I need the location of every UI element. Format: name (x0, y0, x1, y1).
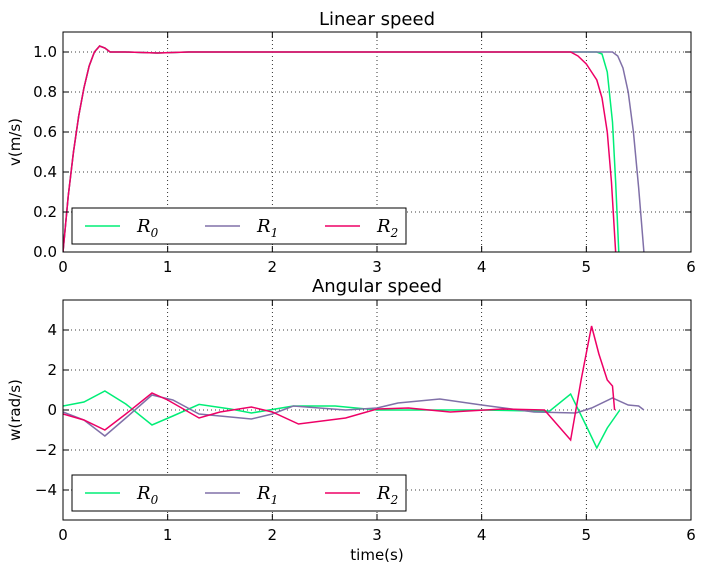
tick-labels: 0 1 2 3 4 5 6 −4 −2 0 2 4 (35, 300, 696, 544)
panel-linear-speed: Linear speed v(m/s) 0 1 2 3 4 5 6 0.0 0.2 0.4 0.6 0… (6, 9, 696, 276)
legend-label-name: R (256, 216, 271, 237)
x-tick-label: 4 (477, 258, 487, 276)
legend-label-name: R (136, 483, 151, 504)
x-tick-label: 5 (582, 526, 592, 544)
x-tick-label: 6 (686, 258, 696, 276)
panel-angular-speed: Angular speed w(rad/s) time(s) 0 1 2 3 4 5 6 −4… (6, 276, 696, 564)
legend-label-sub: 0 (151, 226, 159, 240)
legend: R0 R1 R2 (71, 207, 407, 245)
series-line-r1 (63, 394, 645, 437)
legend-label: R2 (376, 483, 398, 507)
legend-label-name: R (376, 483, 391, 504)
legend-label-sub: 2 (390, 493, 399, 507)
x-tick-label: 3 (372, 526, 382, 544)
series-line-r0 (63, 390, 621, 450)
x-tick-label: 6 (686, 526, 696, 544)
y-axis-label: v(m/s) (6, 118, 24, 166)
x-tick-label: 0 (58, 258, 68, 276)
y-tick-label: −4 (35, 481, 57, 499)
y-tick-label: −2 (35, 441, 57, 459)
legend-label-sub: 2 (390, 226, 399, 240)
y-tick-label: 0.6 (33, 123, 57, 141)
y-tick-label: 4 (47, 321, 57, 339)
legend: R0 R1 R2 (71, 474, 407, 512)
x-tick-label: 3 (372, 258, 382, 276)
plot-frame (62, 299, 692, 521)
series-layer (63, 45, 645, 252)
legend-label-name: R (136, 216, 151, 237)
plot-frame (62, 31, 692, 253)
x-tick-label: 0 (58, 526, 68, 544)
series-line-r2 (63, 45, 617, 252)
chart-title: Linear speed (319, 9, 435, 30)
y-tick-label: 0.2 (33, 203, 57, 221)
chart-title: Angular speed (312, 276, 442, 297)
x-tick-label: 1 (163, 258, 173, 276)
y-tick-label: 2 (47, 361, 57, 379)
legend-label-name: R (256, 483, 271, 504)
legend-label-name: R (376, 216, 391, 237)
legend-label: R1 (256, 483, 278, 507)
x-tick-label: 2 (268, 258, 278, 276)
y-tick-label: 0.0 (33, 243, 57, 261)
series-line-r2 (63, 325, 616, 442)
y-axis-label: w(rad/s) (6, 379, 24, 441)
x-axis-label: time(s) (350, 546, 403, 564)
legend-label: R0 (136, 216, 159, 240)
x-tick-label: 2 (268, 526, 278, 544)
legend-label-sub: 0 (151, 493, 159, 507)
legend-label-sub: 1 (271, 226, 279, 240)
y-tick-label: 1.0 (33, 43, 57, 61)
legend-label-sub: 1 (271, 493, 279, 507)
x-tick-label: 4 (477, 526, 487, 544)
y-tick-label: 0.8 (33, 83, 57, 101)
legend-label: R1 (256, 216, 278, 240)
legend-label: R0 (136, 483, 159, 507)
y-tick-label: 0.4 (33, 163, 57, 181)
x-tick-label: 5 (582, 258, 592, 276)
legend-label: R2 (376, 216, 398, 240)
y-tick-label: 0 (47, 401, 57, 419)
x-tick-label: 1 (163, 526, 173, 544)
series-layer (63, 325, 645, 450)
